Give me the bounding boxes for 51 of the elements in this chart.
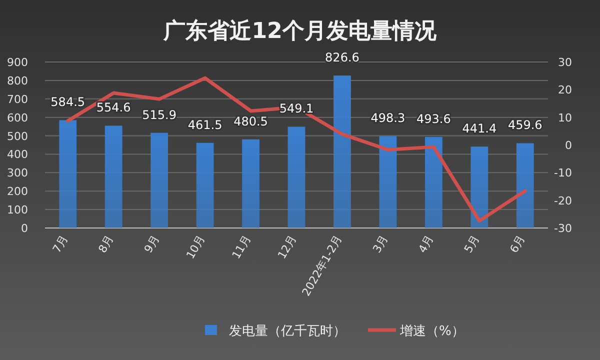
x-tick-label: 11月 — [230, 233, 254, 262]
x-tick-label: 6月 — [507, 233, 528, 256]
bar — [379, 136, 397, 228]
text: 459.6 — [508, 118, 542, 132]
bar — [242, 139, 260, 228]
legend-label: 发电量（亿千瓦时） — [229, 324, 346, 339]
bar — [288, 126, 306, 228]
bar — [59, 120, 77, 228]
x-tick-label: 8月 — [96, 233, 116, 256]
text: 584.5 — [50, 95, 86, 110]
y-tick-label: 900 — [7, 56, 28, 69]
y-tick-label: 300 — [7, 166, 28, 180]
text: 498.3 — [370, 111, 406, 126]
text: 480.5 — [234, 114, 268, 128]
bar — [424, 136, 442, 228]
y2-tick-label: -20 — [554, 194, 572, 208]
chart-title: 广东省近12个月发电量情况 — [162, 18, 438, 44]
y2-tick-label: 0 — [565, 139, 572, 152]
y-tick-label: 600 — [7, 111, 28, 124]
text: 515.9 — [142, 108, 176, 122]
x-tick-label: 5月 — [462, 233, 482, 256]
y-tick-label: 800 — [7, 74, 28, 88]
y2-tick-label: -10 — [554, 166, 572, 180]
y-tick-label: 400 — [7, 148, 28, 162]
y-tick-label: 200 — [7, 185, 28, 198]
text: 461.5 — [188, 118, 222, 132]
x-tick-label: 12月 — [275, 233, 300, 262]
text: 441.4 — [462, 122, 497, 136]
text: 554.6 — [96, 100, 131, 115]
bar — [470, 146, 488, 228]
y-tick-label: 500 — [7, 130, 28, 143]
x-tick-label: 9月 — [142, 233, 162, 256]
x-tick-label: 7月 — [50, 233, 70, 256]
bar — [334, 76, 351, 228]
y-tick-label: 0 — [21, 222, 28, 235]
bar — [516, 143, 534, 228]
x-tick-label: 10月 — [184, 233, 208, 262]
legend-label: 增速（%） — [399, 324, 464, 339]
x-tick-label: 4月 — [416, 233, 436, 256]
y2-tick-label: -30 — [554, 222, 572, 235]
bar — [196, 142, 214, 228]
bar — [150, 132, 168, 228]
bar — [104, 126, 122, 228]
x-tick-label: 3月 — [370, 233, 391, 256]
y2-tick-label: 20 — [558, 84, 572, 97]
y-tick-label: 700 — [7, 92, 28, 106]
text: 826.6 — [325, 50, 360, 65]
y2-tick-label: 30 — [558, 56, 572, 69]
y-tick-label: 100 — [7, 204, 28, 217]
y2-tick-label: 10 — [558, 111, 572, 124]
text: 493.6 — [416, 112, 451, 126]
